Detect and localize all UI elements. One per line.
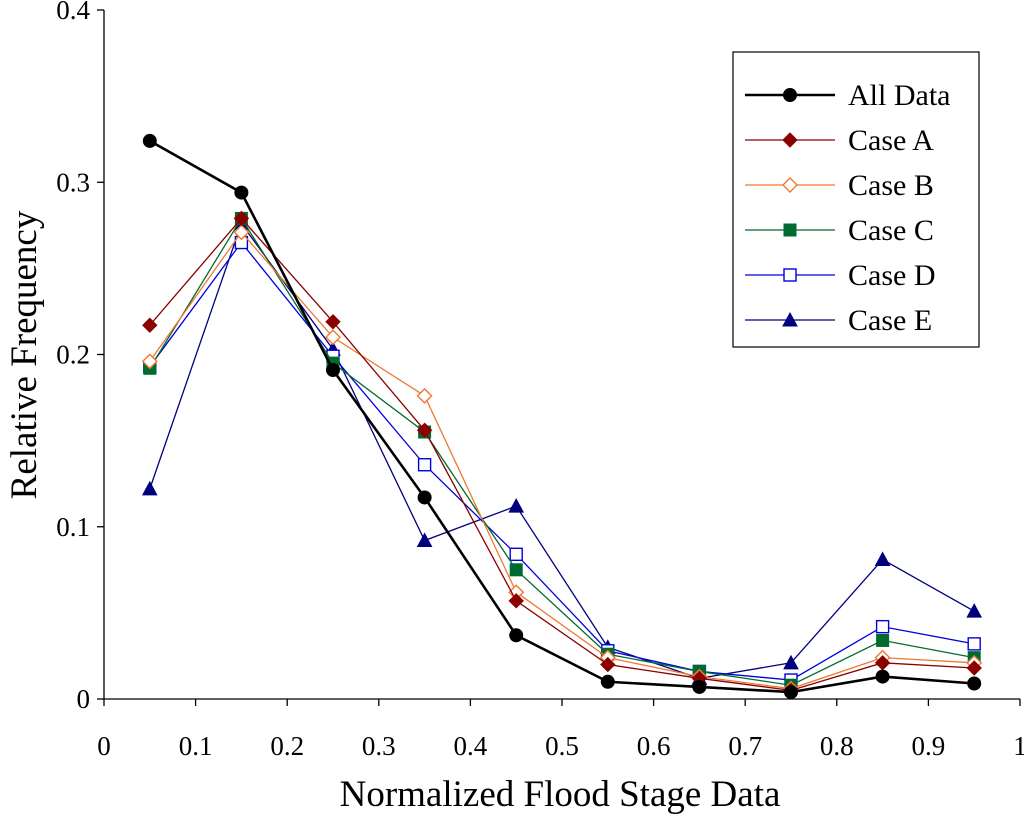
x-tick-label: 0.9 [912,731,946,761]
data-point-case-b [325,329,341,346]
data-point-all-data [417,490,432,505]
data-point-case-d [509,547,523,562]
data-point-case-a [600,656,616,673]
legend-label: Case D [848,259,935,292]
legend-item-all-data: All Data [745,79,950,112]
legend-label: Case A [848,124,934,157]
legend-item-case-b: Case B [745,169,934,202]
data-point-case-d [417,458,432,472]
legend-label: Case B [848,169,934,202]
legend-label: Case E [848,304,932,337]
series-line-case-a [149,217,975,692]
y-tick-label: 0.3 [56,167,90,197]
series-line-all-data [149,139,975,694]
legend-box [732,51,980,348]
x-tick-label: 0.3 [362,731,396,761]
data-point-case-d [875,619,890,634]
data-point-case-e [783,654,799,670]
y-tick-label: 0.1 [56,512,90,542]
y-tick-label: 0.4 [56,0,90,25]
data-point-case-a [508,593,524,609]
data-point-case-e [416,532,433,548]
y-axis-title: Relative Frequency [4,210,45,499]
data-point-case-b [416,387,433,404]
data-point-case-e [966,603,983,618]
legend-swatch-marker [782,311,798,327]
data-point-all-data [875,669,890,684]
legend-item-case-e: Case E [745,304,932,337]
series-line-case-e [149,222,975,679]
data-point-all-data [692,679,707,694]
data-point-all-data [234,185,249,200]
legend-item-case-d: Case D [745,259,935,292]
data-point-case-b [141,353,158,370]
data-point-case-a [416,422,433,438]
data-point-case-c [876,633,890,647]
data-point-all-data [326,363,340,378]
y-tick-label: 0 [77,684,91,714]
legend-swatch-marker [783,88,797,102]
data-point-case-e [508,498,525,513]
legend-label: Case C [848,214,934,247]
data-point-case-b [233,224,250,241]
legend-item-case-a: Case A [745,124,934,157]
legend: All Data Case A Case B Case C Case D Case E [732,51,980,348]
legend-swatch-marker [782,177,798,193]
data-point-case-c [509,563,523,577]
data-point-all-data [600,674,615,689]
legend-swatch-marker [783,268,797,282]
legend-item-case-c: Case C [745,214,934,247]
data-point-all-data [784,685,798,700]
x-tick-label: 0.2 [270,731,304,761]
x-axis-title: Normalized Flood Stage Data [340,774,781,814]
legend-label: All Data [848,79,950,112]
legend-swatch-marker [783,223,797,237]
x-tick-label: 0.4 [454,731,488,761]
data-point-case-a [142,317,158,333]
data-point-case-e [874,551,891,566]
series-layer [141,133,983,700]
legend-swatch-marker [782,132,798,148]
y-tick-label: 0.2 [56,340,90,370]
x-tick-label: 0 [97,731,111,761]
series-line-case-d [149,241,975,681]
data-point-case-a [966,660,982,676]
data-point-case-a [325,314,341,330]
x-tick-label: 0.7 [728,731,762,761]
series-all-data [142,133,982,700]
series-line-case-b [149,231,975,690]
data-point-all-data [509,628,524,643]
x-tick-label: 0.8 [820,731,854,761]
data-point-all-data [967,676,982,691]
data-point-all-data [142,133,157,148]
x-tick-label: 0.5 [545,731,579,761]
data-point-case-a [233,210,250,227]
data-point-case-e [141,480,158,496]
axes: 0 0.1 0.2 0.3 0.4 0.5 0.6 0.7 0.8 0.9 1 0 0.1 0.2 0.3 0… [56,0,1024,761]
x-tick-label: 1 [1013,731,1024,761]
x-tick-label: 0.6 [637,731,671,761]
series-line-case-c [149,217,975,686]
data-point-case-d [967,637,981,651]
x-tick-label: 0.1 [179,731,213,761]
